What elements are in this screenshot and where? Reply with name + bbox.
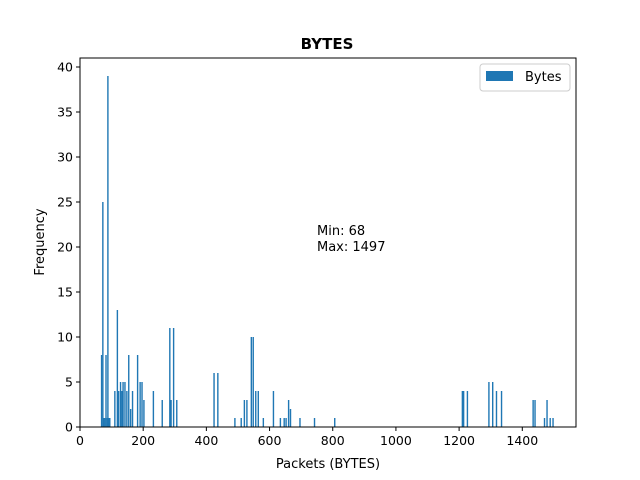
histogram-bar [105, 355, 107, 427]
histogram-bar [104, 418, 106, 427]
y-tick-label: 10 [57, 330, 73, 345]
histogram-bar [262, 418, 265, 427]
histogram-bar [243, 400, 246, 427]
histogram-bar [143, 400, 145, 427]
y-tick-label: 0 [65, 420, 73, 435]
y-tick-label: 15 [57, 285, 73, 300]
histogram-bar [549, 418, 551, 427]
histogram-bar [117, 391, 120, 427]
y-axis-label: Frequency [33, 208, 48, 275]
histogram-bar [217, 373, 219, 427]
histogram-bar [543, 418, 546, 427]
histogram-bar [488, 382, 490, 427]
histogram-bar [334, 418, 336, 427]
x-axis-ticks: 0 200 400 600 800 1000 1200 1400 [76, 427, 538, 448]
histogram-bar [240, 418, 242, 427]
histogram-bar [289, 409, 292, 427]
bars-group [100, 76, 554, 427]
annotation-max: Max: 1497 [317, 240, 385, 255]
x-tick-label: 600 [258, 433, 282, 448]
histogram-bar [126, 391, 128, 427]
histogram-bar [141, 382, 143, 427]
histogram-bar [114, 391, 116, 427]
histogram-bar [492, 382, 494, 427]
histogram-bar [128, 355, 130, 427]
histogram-bar [250, 337, 253, 427]
histogram-bar [532, 400, 534, 427]
histogram-bar [107, 76, 109, 427]
annotation-min: Min: 68 [317, 224, 365, 239]
histogram-bar [161, 400, 163, 427]
histogram-bar [246, 400, 248, 427]
x-tick-label: 800 [321, 433, 345, 448]
histogram-bar [152, 391, 155, 427]
histogram-bar [546, 400, 548, 427]
y-tick-label: 40 [57, 60, 73, 75]
y-tick-label: 5 [65, 375, 73, 390]
histogram-bar [102, 418, 105, 427]
x-tick-label: 400 [194, 433, 218, 448]
y-axis-ticks: 0 5 10 15 20 25 30 35 40 [57, 60, 80, 435]
legend-label: Bytes [525, 70, 562, 85]
x-tick-label: 1000 [380, 433, 412, 448]
x-axis-label: Packets (BYTES) [276, 457, 380, 472]
histogram-bar [136, 355, 139, 427]
histogram-bar [279, 418, 282, 427]
histogram-bar [124, 382, 126, 427]
x-tick-label: 0 [76, 433, 84, 448]
histogram-bar [252, 337, 254, 427]
histogram-bar [116, 310, 119, 427]
chart-title: BYTES [301, 35, 354, 53]
histogram-bar [285, 418, 287, 427]
histogram-bar [462, 391, 465, 427]
histogram-bar [299, 418, 301, 427]
histogram-bar [466, 391, 469, 427]
x-tick-label: 200 [131, 433, 155, 448]
histogram-bar [122, 382, 124, 427]
histogram-bar [255, 391, 257, 427]
histogram-bar [139, 382, 141, 427]
histogram-bar [257, 391, 259, 427]
y-tick-label: 35 [57, 105, 73, 120]
histogram-bar [213, 373, 215, 427]
histogram-bar [170, 400, 172, 427]
histogram-bar [272, 391, 275, 427]
histogram-bar [119, 382, 122, 427]
y-tick-label: 30 [57, 150, 73, 165]
y-tick-label: 25 [57, 195, 73, 210]
histogram-bar [283, 418, 285, 427]
histogram-bar [500, 391, 503, 427]
legend-swatch [486, 71, 513, 81]
plot-frame [79, 57, 577, 428]
histogram-bar [461, 391, 464, 427]
histogram-bar [495, 391, 498, 427]
y-tick-label: 20 [57, 240, 73, 255]
histogram-bar [102, 202, 104, 427]
histogram-bar [121, 391, 123, 427]
histogram-bar [131, 391, 134, 427]
histogram-bar [287, 400, 290, 427]
histogram-bar [109, 418, 111, 427]
histogram-bar [129, 409, 132, 427]
legend-box [479, 63, 571, 92]
x-tick-label: 1400 [506, 433, 538, 448]
x-tick-label: 1200 [443, 433, 475, 448]
histogram-bar [172, 328, 175, 427]
histogram-bar [176, 400, 178, 427]
histogram-bar [100, 355, 103, 427]
legend: Bytes [479, 63, 571, 92]
histogram-bar [552, 418, 554, 427]
histogram-bar [313, 418, 316, 427]
histogram-bar [234, 418, 236, 427]
histogram-bar [169, 328, 171, 427]
histogram-bar [534, 400, 536, 427]
